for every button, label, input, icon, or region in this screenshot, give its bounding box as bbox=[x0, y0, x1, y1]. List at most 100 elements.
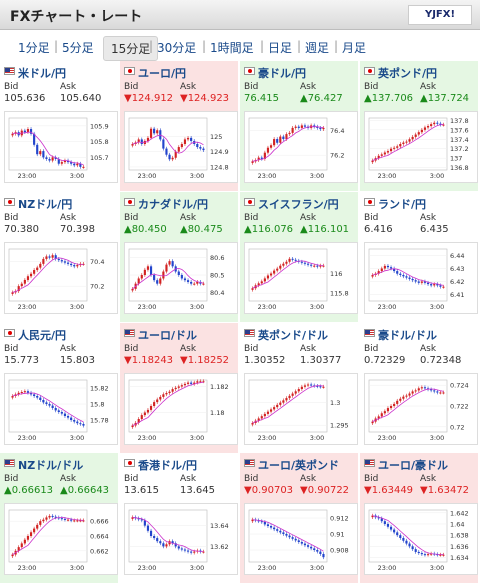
candle-body bbox=[266, 147, 270, 153]
mini-chart[interactable]: 80.6 80.5 80.4 23:00 3:00 bbox=[124, 242, 238, 314]
tab-1min[interactable]: 1分足 bbox=[18, 41, 50, 55]
candle-body bbox=[149, 406, 153, 410]
pair-name[interactable]: 豪ドル/ドル bbox=[378, 329, 438, 342]
candle-body bbox=[42, 400, 45, 403]
x-tick-label: 3:00 bbox=[430, 434, 445, 442]
candle-body bbox=[162, 394, 165, 397]
tab-5min[interactable]: 5分足 bbox=[54, 39, 94, 56]
jp-flag-icon bbox=[364, 67, 375, 75]
candle-body bbox=[183, 278, 187, 281]
mini-chart[interactable]: 105.9 105.8 105.7 23:00 3:00 bbox=[4, 111, 118, 183]
pair-cell[interactable]: ユーロ/ドル Bid Ask ▼1.18243 ▼1.18252 1.182 1.18 23:… bbox=[120, 323, 238, 453]
candle-body bbox=[186, 137, 190, 140]
candle-body bbox=[66, 416, 70, 418]
moving-average-line bbox=[372, 515, 444, 555]
pair-name[interactable]: カナダドル/円 bbox=[138, 198, 209, 211]
pair-name[interactable]: 英ポンド/円 bbox=[378, 67, 438, 80]
tab-30min[interactable]: 30分足 bbox=[149, 39, 196, 56]
pair-cell[interactable]: 豪ドル/円 Bid Ask 76.415 ▲76.427 76.4 76.2 23:00 3:0… bbox=[240, 61, 358, 191]
pair-cell[interactable]: 人民元/円 Bid Ask 15.773 15.803 15.82 15.8 15.78 23:… bbox=[0, 323, 118, 453]
mini-chart[interactable]: 1.3 1.295 23:00 3:00 bbox=[244, 373, 358, 445]
candle-body bbox=[399, 144, 402, 147]
mini-chart[interactable]: 1.642 1.64 1.638 1.636 1.634 23:00 3:00 bbox=[364, 503, 478, 575]
candle-body bbox=[408, 543, 411, 547]
x-tick-label: 3:00 bbox=[310, 434, 325, 442]
ask-label: Ask bbox=[60, 474, 77, 484]
candle-body bbox=[393, 147, 396, 149]
pair-name[interactable]: ランド/円 bbox=[378, 198, 427, 211]
pair-name[interactable]: ユーロ/円 bbox=[138, 67, 187, 80]
pair-cell[interactable]: 英ポンド/ドル Bid Ask 1.30352 1.30377 1.3 1.295 23:00… bbox=[240, 323, 358, 453]
mini-chart[interactable]: 125 124.9 124.8 23:00 3:00 bbox=[124, 111, 238, 183]
mini-chart[interactable]: 1.182 1.18 23:00 3:00 bbox=[124, 373, 238, 445]
pair-name[interactable]: スイスフラン/円 bbox=[258, 198, 339, 211]
y-tick-label: 80.6 bbox=[210, 254, 224, 262]
pair-name[interactable]: 人民元/円 bbox=[18, 329, 67, 342]
pair-name[interactable]: 米ドル/円 bbox=[18, 67, 67, 80]
bid-value: ▲80.450 bbox=[124, 224, 167, 235]
candle-body bbox=[202, 381, 205, 383]
candle-body bbox=[177, 546, 180, 549]
mini-chart[interactable]: 76.4 76.2 23:00 3:00 bbox=[244, 111, 358, 183]
candle-body bbox=[319, 551, 322, 554]
y-tick-label: 15.78 bbox=[90, 417, 109, 425]
pair-name[interactable]: NZドル/円 bbox=[18, 198, 73, 211]
candle-body bbox=[137, 518, 140, 520]
candle-body bbox=[183, 383, 187, 386]
x-tick-label: 3:00 bbox=[430, 172, 445, 180]
pair-cell[interactable]: ユーロ/英ポンド Bid Ask ▼0.90703 ▼0.90722 0.912 0.91 0… bbox=[240, 453, 358, 583]
jp-flag-icon bbox=[124, 198, 135, 206]
pair-cell[interactable]: ユーロ/円 Bid Ask ▼124.912 ▼124.923 125 124.9 124.8… bbox=[120, 61, 238, 191]
pair-cell[interactable]: 米ドル/円 Bid Ask 105.636 105.640 105.9 105.8 105.7… bbox=[0, 61, 118, 191]
pair-name[interactable]: ユーロ/ドル bbox=[138, 329, 198, 342]
candle-body bbox=[57, 258, 60, 261]
candle-body bbox=[294, 126, 297, 128]
candle-body bbox=[306, 384, 310, 386]
pair-cell[interactable]: 豪ドル/ドル Bid Ask 0.72329 0.72348 0.724 0.722 0.72… bbox=[360, 323, 478, 453]
mini-chart[interactable]: 70.4 70.2 23:00 3:00 bbox=[4, 242, 118, 314]
candle-body bbox=[316, 385, 319, 387]
pair-cell[interactable]: 香港ドル/円 Bid Ask 13.615 13.645 13.64 13.62 23:00 3… bbox=[120, 453, 238, 583]
candle-body bbox=[153, 402, 156, 406]
candle-body bbox=[180, 144, 183, 148]
pair-cell[interactable]: NZドル/円 Bid Ask 70.380 70.398 70.4 70.2 23:00 3:0… bbox=[0, 192, 118, 322]
tab-daily[interactable]: 日足 bbox=[260, 39, 292, 56]
mini-chart[interactable]: 0.724 0.722 0.72 23:00 3:00 bbox=[364, 373, 478, 445]
mini-chart[interactable]: 0.666 0.664 0.662 23:00 3:00 bbox=[4, 503, 118, 575]
y-tick-label: 105.9 bbox=[90, 122, 109, 130]
ask-label: Ask bbox=[420, 474, 437, 484]
pair-cell[interactable]: 英ポンド/円 Bid Ask ▲137.706 ▲137.724 137.8 137.6 13… bbox=[360, 61, 478, 191]
pair-name[interactable]: ユーロ/英ポンド bbox=[258, 459, 340, 472]
candle-body bbox=[193, 551, 196, 553]
mini-chart[interactable]: 116 115.8 23:00 3:00 bbox=[244, 242, 358, 314]
tab-monthly[interactable]: 月足 bbox=[334, 39, 366, 56]
candle-body bbox=[276, 404, 279, 408]
pair-name[interactable]: 香港ドル/円 bbox=[138, 459, 198, 472]
jp-flag-icon bbox=[124, 67, 135, 75]
pair-name[interactable]: 英ポンド/ドル bbox=[258, 329, 329, 342]
pair-cell[interactable]: ユーロ/豪ドル Bid Ask ▼1.63449 ▼1.63472 1.642 1.64 1.… bbox=[360, 453, 478, 583]
tab-weekly[interactable]: 週足 bbox=[297, 39, 329, 56]
pair-cell[interactable]: NZドル/ドル Bid Ask ▲0.66613 ▲0.66643 0.666 0.664 0… bbox=[0, 453, 118, 583]
mini-chart[interactable]: 137.8 137.6 137.4 137.2 137 136.8 23:00 3:00 bbox=[364, 111, 478, 183]
pair-name[interactable]: ユーロ/豪ドル bbox=[378, 459, 449, 472]
candle-body bbox=[285, 534, 288, 536]
mini-chart[interactable]: 13.64 13.62 23:00 3:00 bbox=[124, 503, 238, 575]
yjfx-logo[interactable]: YJFX! bbox=[408, 5, 472, 25]
candle-body bbox=[79, 520, 82, 522]
candle-body bbox=[389, 148, 393, 152]
candle-body bbox=[300, 125, 303, 128]
pair-name[interactable]: NZドル/ドル bbox=[18, 459, 84, 472]
pair-cell[interactable]: スイスフラン/円 Bid Ask ▲116.076 ▲116.101 116 115.8 23… bbox=[240, 192, 358, 322]
mini-chart[interactable]: 15.82 15.8 15.78 23:00 3:00 bbox=[4, 373, 118, 445]
candle-body bbox=[73, 420, 76, 422]
pair-cell[interactable]: カナダドル/円 Bid Ask ▲80.450 ▲80.475 80.6 80.5 80.4 2… bbox=[120, 192, 238, 322]
mini-chart[interactable]: 0.912 0.91 0.908 23:00 3:00 bbox=[244, 503, 358, 575]
candle-body bbox=[57, 410, 60, 412]
pair-name[interactable]: 豪ドル/円 bbox=[258, 67, 307, 80]
pair-cell[interactable]: ランド/円 Bid Ask 6.416 6.435 6.44 6.43 6.42 6.41 23:… bbox=[360, 192, 478, 322]
tab-1hour[interactable]: 1時間足 bbox=[202, 39, 254, 56]
moving-average-line bbox=[132, 516, 204, 552]
mini-chart[interactable]: 6.44 6.43 6.42 6.41 23:00 3:00 bbox=[364, 242, 478, 314]
